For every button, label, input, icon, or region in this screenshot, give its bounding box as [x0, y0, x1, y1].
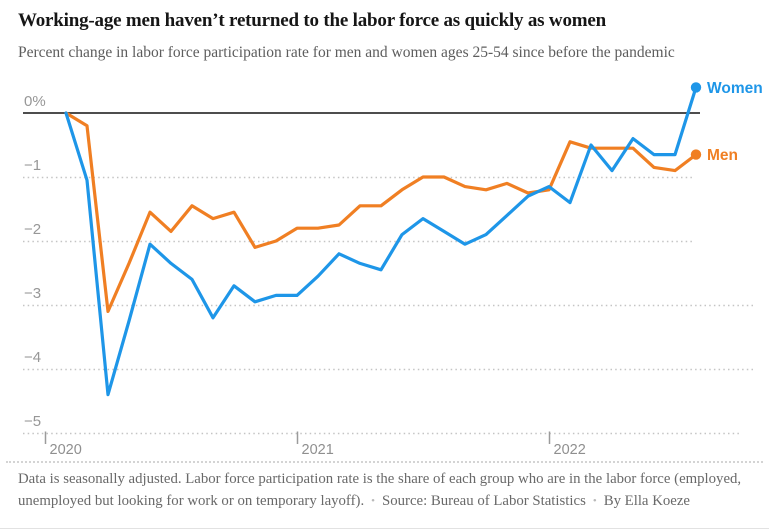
men-series-label: Men [707, 147, 738, 164]
page-bottom-border [0, 528, 769, 529]
y-axis-tick-label: −5 [24, 413, 41, 430]
footnote: Data is seasonally adjusted. Labor force… [18, 471, 742, 509]
y-axis-tick-label: −3 [24, 285, 41, 302]
x-axis-tick-label: 2020 [50, 442, 82, 458]
women-end-dot [690, 82, 702, 93]
x-axis-tick-label: 2021 [302, 442, 334, 458]
chart-subtitle: Percent change in labor force participat… [18, 44, 675, 61]
men-line [64, 111, 698, 313]
chart-title: Working-age men haven’t returned to the … [18, 10, 606, 31]
bullet-icon: • [371, 495, 376, 507]
y-axis-tick-label: 0% [24, 93, 46, 110]
bullet-icon: • [592, 495, 597, 507]
women-line [64, 85, 698, 397]
x-axis-tick-label: 2022 [554, 442, 586, 458]
footer-separator [6, 461, 763, 463]
line-chart: 0% −1 −2 −3 −4 −5 2020 2021 2022 Men Women [23, 80, 763, 458]
chart-footer: Data is seasonally adjusted. Labor force… [18, 468, 746, 512]
women-series-label: Women [707, 80, 763, 97]
byline: By Ella Koeze [603, 493, 690, 509]
y-axis-tick-label: −2 [24, 221, 41, 238]
y-axis-tick-label: −1 [24, 157, 41, 174]
y-axis-tick-label: −4 [24, 349, 41, 366]
men-end-dot [690, 149, 702, 160]
source-credit: Source: Bureau of Labor Statistics [382, 493, 586, 509]
